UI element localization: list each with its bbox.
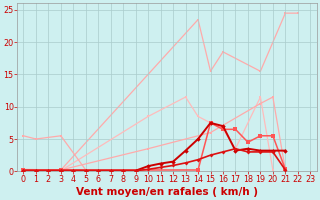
X-axis label: Vent moyen/en rafales ( km/h ): Vent moyen/en rafales ( km/h ) bbox=[76, 187, 258, 197]
